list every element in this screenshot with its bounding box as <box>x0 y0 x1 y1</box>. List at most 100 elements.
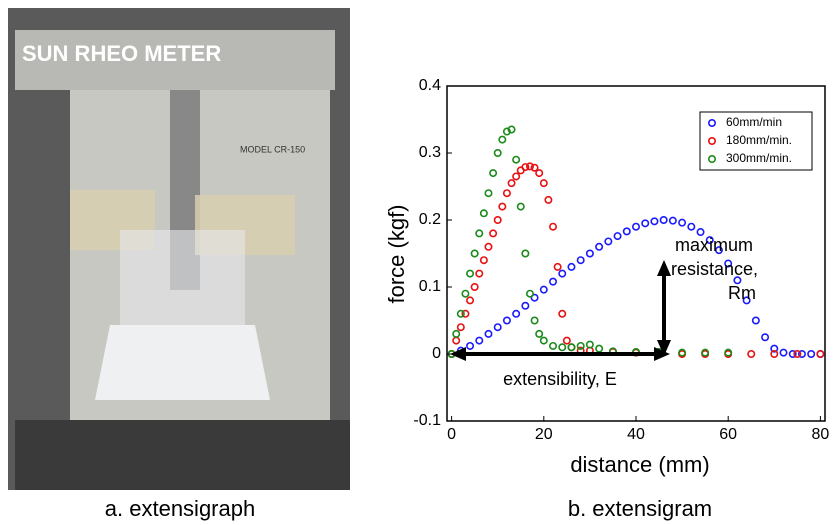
point <box>489 169 498 178</box>
point <box>484 329 493 338</box>
x-tick-label: 0 <box>447 426 456 443</box>
base-plate <box>95 325 270 400</box>
arrow-head <box>657 260 671 276</box>
point <box>452 336 461 345</box>
point <box>544 195 553 204</box>
y-tick-label: 0.2 <box>419 211 441 228</box>
point <box>761 333 770 342</box>
legend-label: 300mm/min. <box>726 151 792 165</box>
annotation: Rm <box>728 283 756 303</box>
legend-marker <box>707 155 716 164</box>
point <box>525 289 534 298</box>
point <box>567 262 576 271</box>
point <box>493 323 502 332</box>
point <box>512 309 521 318</box>
x-tick-label: 60 <box>719 426 737 443</box>
point <box>498 202 507 211</box>
caption: a. extensigraph <box>105 496 255 521</box>
y-tick-label: 0 <box>432 345 441 362</box>
point <box>807 349 816 358</box>
point <box>747 349 756 358</box>
point <box>502 127 511 136</box>
point <box>484 189 493 198</box>
point <box>724 348 733 357</box>
point <box>470 249 479 258</box>
legend-label: 60mm/min <box>726 115 782 129</box>
point <box>502 316 511 325</box>
point <box>516 202 525 211</box>
point <box>797 349 806 358</box>
point <box>585 249 594 258</box>
annotation: maximum <box>675 235 753 255</box>
point <box>553 262 562 271</box>
point <box>539 179 548 188</box>
point <box>507 179 516 188</box>
arrow-head <box>657 340 671 356</box>
annotation-arrows <box>450 260 671 361</box>
annotation: extensibility, E <box>503 369 617 389</box>
point <box>687 222 696 231</box>
point <box>613 232 622 241</box>
point <box>475 229 484 238</box>
point <box>779 348 788 357</box>
point <box>576 341 585 350</box>
point <box>525 162 534 171</box>
photo: SUN RHEO METER MODEL CR-150 <box>8 8 350 490</box>
point <box>507 125 516 134</box>
point <box>535 329 544 338</box>
point <box>788 349 797 358</box>
point <box>742 296 751 305</box>
point <box>461 309 470 318</box>
point <box>456 309 465 318</box>
y-tick-label: 0.1 <box>419 278 441 295</box>
point <box>604 237 613 246</box>
point <box>512 172 521 181</box>
point <box>595 344 604 353</box>
arrow-head <box>654 347 670 361</box>
point <box>493 149 502 158</box>
point <box>479 209 488 218</box>
point <box>535 169 544 178</box>
point <box>521 163 530 172</box>
point <box>466 296 475 305</box>
point <box>493 216 502 225</box>
point <box>641 219 650 228</box>
point <box>650 217 659 226</box>
point <box>489 229 498 238</box>
point <box>770 344 779 353</box>
point <box>705 236 714 245</box>
point <box>530 163 539 172</box>
y-axis-label: force (kgf) <box>384 204 409 303</box>
photo-label: SUN RHEO METER <box>22 41 221 66</box>
point <box>466 269 475 278</box>
point <box>470 282 479 291</box>
point <box>793 349 802 358</box>
x-tick-label: 80 <box>811 426 829 443</box>
y-tick-label: -0.1 <box>413 412 441 429</box>
point <box>562 336 571 345</box>
y-tick-label: 0.4 <box>419 77 441 94</box>
table <box>15 420 350 490</box>
point <box>701 348 710 357</box>
x-tick-label: 40 <box>627 426 645 443</box>
point <box>466 341 475 350</box>
point <box>816 349 825 358</box>
point <box>659 216 668 225</box>
legend-label: 180mm/min. <box>726 133 792 147</box>
point <box>549 222 558 231</box>
point <box>456 323 465 332</box>
point <box>452 329 461 338</box>
point <box>484 242 493 251</box>
point <box>696 228 705 237</box>
point <box>714 246 723 255</box>
meter-head <box>15 30 335 90</box>
point <box>558 309 567 318</box>
legend-box <box>699 111 813 171</box>
point <box>724 259 733 268</box>
point <box>539 285 548 294</box>
legend-marker <box>707 137 716 146</box>
point <box>498 135 507 144</box>
annotation: resistance, <box>671 259 758 279</box>
point <box>622 227 631 236</box>
